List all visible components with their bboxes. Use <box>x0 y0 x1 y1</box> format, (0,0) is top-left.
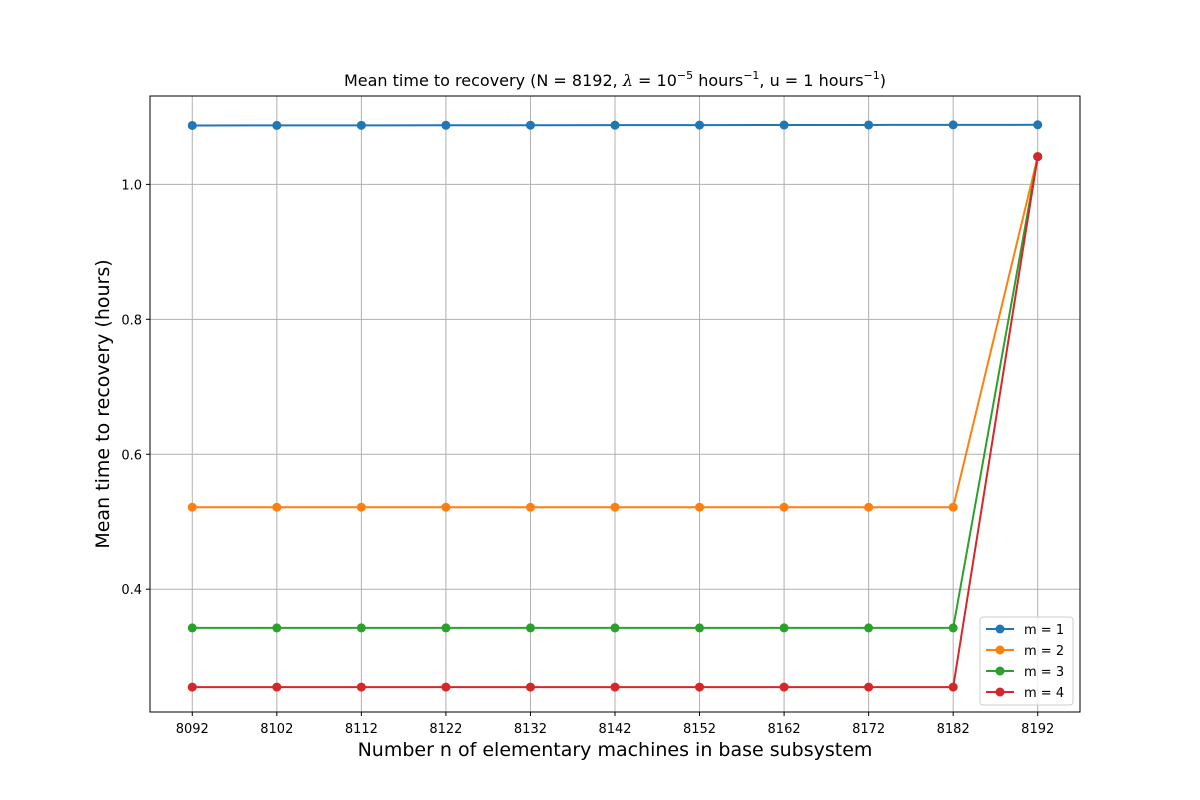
data-point <box>864 120 874 130</box>
title-exp-1: −5 <box>677 69 693 82</box>
title-exp-3: −1 <box>864 69 880 82</box>
y-tick-label: 0.8 <box>121 313 142 328</box>
data-point <box>610 502 620 512</box>
data-point <box>779 623 789 633</box>
legend-marker <box>995 645 1005 655</box>
data-point <box>695 120 705 130</box>
data-point <box>187 682 197 692</box>
data-point <box>272 623 282 633</box>
data-point <box>356 502 366 512</box>
data-point <box>1033 120 1043 130</box>
data-point <box>272 120 282 130</box>
legend-label: m = 3 <box>1024 665 1064 680</box>
data-point <box>441 623 451 633</box>
data-point <box>272 502 282 512</box>
data-point <box>779 682 789 692</box>
title-exp-2: −1 <box>743 69 759 82</box>
data-point <box>1033 152 1043 162</box>
x-tick-label: 8162 <box>768 722 801 737</box>
data-point <box>525 502 535 512</box>
x-tick-label: 8132 <box>514 722 547 737</box>
x-tick-label: 8182 <box>937 722 970 737</box>
data-point <box>187 120 197 130</box>
data-point <box>187 623 197 633</box>
data-point <box>525 623 535 633</box>
x-tick-label: 8142 <box>598 722 631 737</box>
data-point <box>948 120 958 130</box>
legend-items: m = 1 m = 2 m = 3 m = 4 <box>986 623 1064 701</box>
data-point <box>610 120 620 130</box>
data-point <box>187 502 197 512</box>
data-point <box>948 502 958 512</box>
data-point <box>779 502 789 512</box>
data-point <box>441 682 451 692</box>
title-end: ) <box>880 71 886 90</box>
data-point <box>525 120 535 130</box>
series-layer <box>187 120 1043 692</box>
title-unit-1: hours <box>693 71 743 90</box>
data-point <box>356 682 366 692</box>
legend-marker <box>995 624 1005 634</box>
data-point <box>948 623 958 633</box>
title-eq: = 10 <box>633 71 677 90</box>
data-point <box>864 682 874 692</box>
x-tick-label: 8092 <box>176 722 209 737</box>
grid-layer <box>150 96 1080 712</box>
x-tick-label: 8122 <box>429 722 462 737</box>
x-axis-label: Number n of elementary machines in base … <box>358 739 873 761</box>
chart-title: Mean time to recovery (N = 8192, λ = 10−… <box>344 69 886 90</box>
legend-label: m = 2 <box>1024 644 1064 659</box>
x-tick-label: 8192 <box>1021 722 1054 737</box>
y-tick-label: 1.0 <box>121 178 142 193</box>
series-4 <box>187 152 1043 692</box>
data-point <box>610 623 620 633</box>
y-tick-label: 0.4 <box>121 583 142 598</box>
title-lambda: λ <box>622 71 633 90</box>
legend-marker <box>995 687 1005 697</box>
data-point <box>610 682 620 692</box>
data-point <box>356 120 366 130</box>
legend-label: m = 4 <box>1024 686 1064 701</box>
title-main: Mean time to recovery (N = 8192, <box>344 71 623 90</box>
x-tick-label: 8172 <box>852 722 885 737</box>
data-point <box>948 682 958 692</box>
data-point <box>272 682 282 692</box>
y-axis-label: Mean time to recovery (hours) <box>92 259 114 548</box>
data-point <box>864 502 874 512</box>
data-point <box>695 682 705 692</box>
series-1 <box>187 120 1043 130</box>
data-point <box>695 502 705 512</box>
data-point <box>864 623 874 633</box>
legend-marker <box>995 666 1005 676</box>
data-point <box>779 120 789 130</box>
x-tick-label: 8112 <box>345 722 378 737</box>
data-point <box>525 682 535 692</box>
data-point <box>695 623 705 633</box>
data-point <box>441 120 451 130</box>
legend: m = 1 m = 2 m = 3 m = 4 <box>979 616 1074 706</box>
x-tick-label: 8102 <box>260 722 293 737</box>
y-tick-label: 0.6 <box>121 448 142 463</box>
title-mid: , u = 1 hours <box>759 71 863 90</box>
x-tick-label: 8152 <box>683 722 716 737</box>
legend-box <box>979 616 1074 706</box>
legend-label: m = 1 <box>1024 623 1064 638</box>
data-point <box>441 502 451 512</box>
data-point <box>356 623 366 633</box>
tick-layer: 8092 8102 8112 8122 8132 8142 8152 8162 8172 8182… <box>121 178 1054 737</box>
